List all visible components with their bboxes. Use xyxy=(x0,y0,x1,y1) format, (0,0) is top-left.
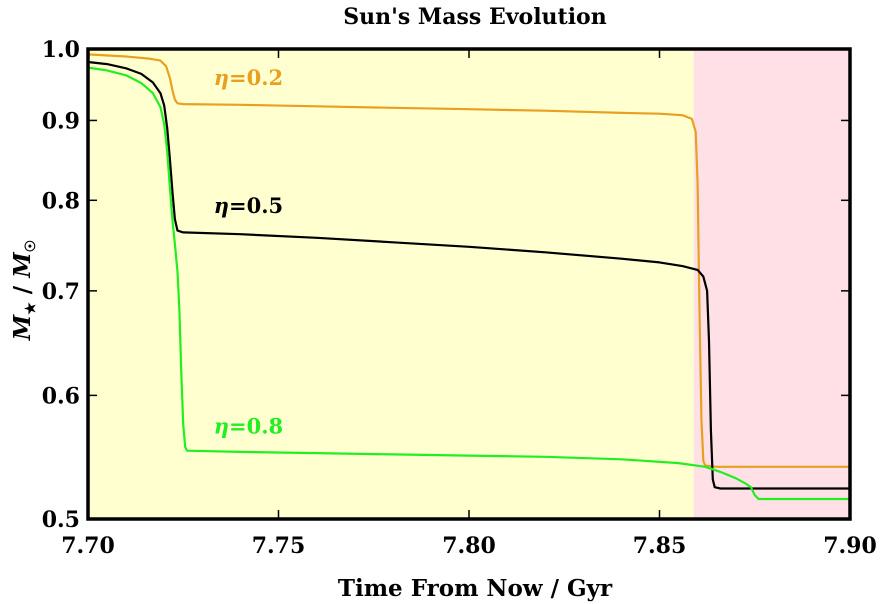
series-label-value-1: =0.5 xyxy=(229,193,283,218)
y-tick-label-3: 0.8 xyxy=(42,188,80,214)
x-tick-label-0: 7.70 xyxy=(61,533,115,559)
x-tick-label-1: 7.75 xyxy=(252,533,306,559)
series-label-eta-2: η xyxy=(214,414,229,439)
y-axis-label: M★ / M☉ xyxy=(9,240,39,341)
series-label-value-0: =0.2 xyxy=(229,65,283,90)
series-label-eta-1: η xyxy=(214,193,229,218)
y-tick-label-0: 0.5 xyxy=(42,507,80,533)
shaded-regions xyxy=(88,49,850,519)
series-label-value-2: =0.8 xyxy=(229,414,283,439)
series-line-0 xyxy=(87,53,850,468)
y-label-slash: / xyxy=(9,278,36,302)
series-lines xyxy=(87,53,850,501)
series-line-2 xyxy=(87,66,850,501)
x-axis-label: Time From Now / Gyr xyxy=(338,575,613,602)
x-tick-label-4: 7.90 xyxy=(823,533,877,559)
series-label-1: η=0.5 xyxy=(214,193,283,218)
series-label-eta-0: η xyxy=(214,65,229,90)
x-tick-label-3: 7.85 xyxy=(633,533,687,559)
y-tick-label-1: 0.6 xyxy=(42,383,80,409)
y-tick-label-2: 0.7 xyxy=(42,279,80,305)
y-label-sun: ☉ xyxy=(23,240,39,253)
axis-ticks: 7.70 7.75 7.80 7.85 7.90 0.5 0.6 0.7 0.8 0.9 1.0 xyxy=(42,37,877,559)
y-label-m2: M xyxy=(9,251,36,279)
series-labels: η=0.2η=0.5η=0.8 xyxy=(214,65,283,439)
series-label-0: η=0.2 xyxy=(214,65,283,90)
region-0 xyxy=(88,49,694,519)
y-label-m1: M xyxy=(9,313,36,341)
y-label-star: ★ xyxy=(23,302,39,315)
series-line-1 xyxy=(87,60,850,490)
series-label-2: η=0.8 xyxy=(214,414,283,439)
y-tick-label-5: 1.0 xyxy=(42,37,80,63)
y-tick-label-4: 0.9 xyxy=(42,108,80,134)
x-tick-label-2: 7.80 xyxy=(442,533,496,559)
region-1 xyxy=(693,49,850,519)
chart-title: Sun's Mass Evolution xyxy=(343,4,606,30)
